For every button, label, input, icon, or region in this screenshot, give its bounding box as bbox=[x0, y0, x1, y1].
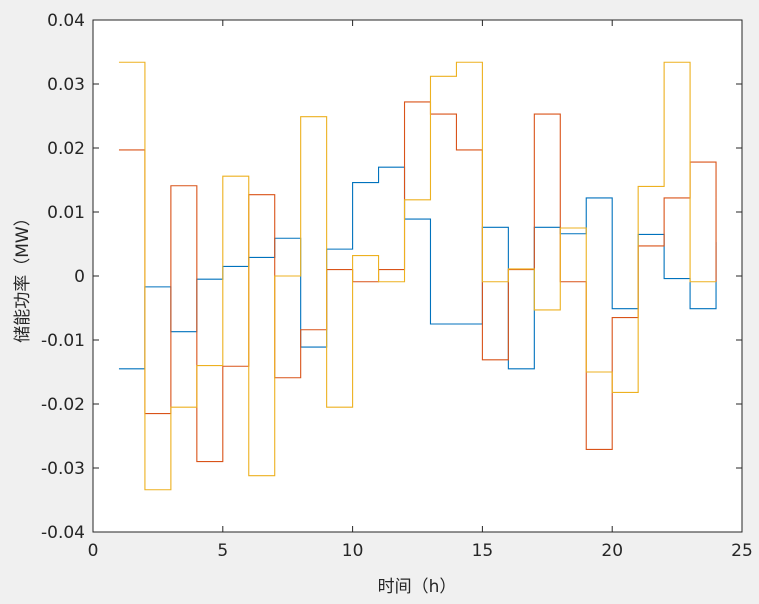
y-tick-label: -0.04 bbox=[41, 523, 85, 543]
y-tick-label: -0.01 bbox=[41, 331, 85, 351]
y-tick-label: 0.04 bbox=[47, 11, 85, 31]
tick-layer bbox=[92, 19, 743, 533]
x-axis-label: 时间（h） bbox=[378, 577, 457, 597]
series-layer bbox=[118, 61, 717, 491]
y-tick-label: -0.02 bbox=[41, 395, 85, 415]
y-tick-label: 0 bbox=[74, 267, 85, 287]
x-tick-label: 10 bbox=[342, 541, 364, 561]
series-line-3 bbox=[118, 61, 717, 491]
x-tick-label: 0 bbox=[88, 541, 99, 561]
y-tick-label: -0.03 bbox=[41, 459, 85, 479]
y-axis-label: 储能功率（MW） bbox=[13, 209, 33, 342]
y-tick-label: 0.02 bbox=[47, 139, 85, 159]
x-tick-label: 15 bbox=[472, 541, 494, 561]
y-tick-label: 0.03 bbox=[47, 75, 85, 95]
x-tick-label: 20 bbox=[601, 541, 623, 561]
y-tick-label: 0.01 bbox=[47, 203, 85, 223]
tick-label-layer: 0 5 10 15 20 25 -0.04 -0.03 -0.02 -0.01 0 0.01 0.02 0… bbox=[41, 11, 753, 561]
x-tick-label: 5 bbox=[217, 541, 228, 561]
plot-area bbox=[93, 20, 742, 532]
x-tick-label: 25 bbox=[731, 541, 753, 561]
